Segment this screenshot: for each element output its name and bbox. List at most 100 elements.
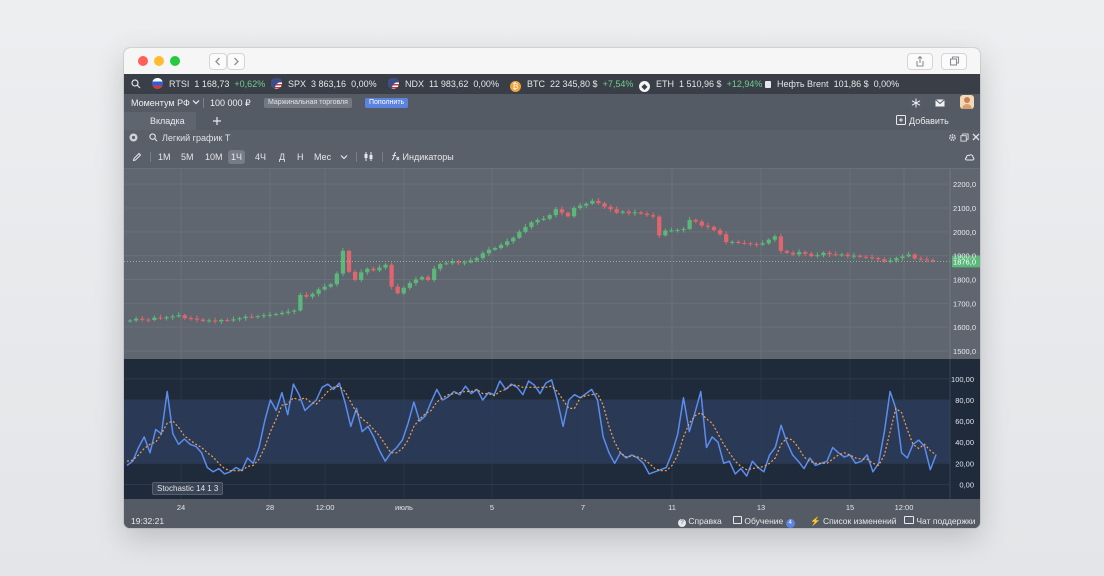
video-camera-icon <box>733 516 742 524</box>
title-bar <box>124 48 980 75</box>
time-tick-label: 12:00 <box>895 503 914 512</box>
search-icon[interactable] <box>131 79 141 89</box>
interval-week[interactable]: Н <box>297 152 304 162</box>
minimize-window-button[interactable] <box>154 56 164 66</box>
stoch-tick-label: 80,00 <box>955 396 974 405</box>
zoom-window-button[interactable] <box>170 56 180 66</box>
training-badge: 4 <box>785 519 795 528</box>
candle <box>693 219 698 222</box>
add-tab-icon[interactable] <box>212 116 222 126</box>
candle <box>304 294 309 297</box>
candle <box>365 268 370 273</box>
instrument-search-input[interactable]: Легкий график T <box>162 133 231 143</box>
candle <box>578 205 583 208</box>
close-icon[interactable] <box>972 133 980 141</box>
price-tick-label: 2200,0 <box>953 180 976 189</box>
candle <box>717 230 723 235</box>
pencil-icon[interactable] <box>132 152 142 162</box>
popout-icon[interactable] <box>960 133 969 142</box>
candle <box>371 268 376 271</box>
candle <box>486 249 492 254</box>
candle <box>298 294 303 311</box>
candle <box>389 264 394 287</box>
changelog-link[interactable]: ⚡ Список изменений <box>810 514 896 528</box>
ticker-value: 1 168,73 <box>194 79 230 89</box>
interval-5m[interactable]: 5M <box>181 152 194 162</box>
ticker-value: 11 983,62 <box>429 79 469 89</box>
candle <box>523 227 528 232</box>
function-icon <box>391 152 400 161</box>
ticker-change: +7,54% <box>602 79 634 89</box>
close-window-button[interactable] <box>138 56 148 66</box>
candle <box>474 258 479 261</box>
ticker-strip: RTSI 1 168,73 +0,62% SPX 3 863,16 0,00% … <box>124 74 980 94</box>
cloud-icon[interactable] <box>964 152 975 161</box>
tab-vkladka[interactable]: Вкладка <box>124 112 196 130</box>
candle <box>699 221 704 226</box>
candle <box>425 277 431 280</box>
interval-1m[interactable]: 1M <box>158 152 171 162</box>
tabs-bar: Вкладка Добавить виджет <box>124 112 980 144</box>
indicators-button[interactable]: Индикаторы <box>387 150 457 164</box>
mail-icon[interactable] <box>935 99 945 107</box>
chart-area[interactable]: 1876,0 2200,0 2100,0 2000,0 1900,0 1800,0 170… <box>124 169 980 514</box>
candle <box>316 289 321 294</box>
help-label: Справка <box>688 516 722 526</box>
candle <box>870 257 875 259</box>
interval-1h[interactable]: 1Ч <box>228 150 246 164</box>
interval-day[interactable]: Д <box>279 152 286 162</box>
add-widget-button[interactable]: Добавить виджет <box>896 112 980 144</box>
candle <box>882 259 887 262</box>
candle <box>547 215 552 219</box>
candle <box>833 254 838 256</box>
ticker-item-rtsi[interactable]: RTSI 1 168,73 +0,62% <box>152 74 265 94</box>
candle <box>340 250 346 274</box>
account-selector[interactable]: Моментум РФ <box>131 94 200 112</box>
search-icon[interactable] <box>149 133 158 142</box>
interval-10m[interactable]: 10M <box>205 152 223 162</box>
candle <box>352 271 358 280</box>
forward-button[interactable] <box>227 53 245 70</box>
ticker-name: Нефть Brent <box>777 79 829 89</box>
candles-icon[interactable] <box>363 151 374 162</box>
gear-icon[interactable] <box>948 133 957 142</box>
snowflake-icon[interactable] <box>911 98 921 108</box>
candle <box>644 213 650 216</box>
support-chat-link[interactable]: Чат поддержки <box>904 514 976 528</box>
candle <box>383 264 388 268</box>
widget-link-icon[interactable] <box>129 133 138 142</box>
indicators-label: Индикаторы <box>402 152 454 162</box>
candle <box>310 293 315 297</box>
ticker-item-brent[interactable]: Нефть Brent 101,86 $ 0,00% <box>765 74 899 94</box>
candle <box>565 212 571 217</box>
candle <box>541 218 546 220</box>
topup-button[interactable]: Пополнить <box>365 98 409 108</box>
candle <box>906 254 911 257</box>
account-divider <box>203 98 204 108</box>
chevron-down-icon[interactable] <box>340 153 348 161</box>
share-button[interactable] <box>907 53 933 70</box>
interval-month[interactable]: Мес <box>314 152 332 162</box>
ticker-item-ndx[interactable]: NDX 11 983,62 0,00% <box>388 74 499 94</box>
training-link[interactable]: Обучение 4 <box>733 514 795 528</box>
candle <box>651 215 656 217</box>
back-button[interactable] <box>209 53 227 70</box>
ticker-item-eth[interactable]: ◆ ETH 1 510,96 $ +12,94% <box>639 74 762 94</box>
price-tick-label: 1700,0 <box>953 299 976 308</box>
time-tick-label: 11 <box>668 503 676 512</box>
candle <box>164 317 169 319</box>
candle <box>468 260 473 263</box>
candle <box>559 209 565 213</box>
stoch-tick-label: 60,00 <box>955 417 974 426</box>
interval-4h[interactable]: 4Ч <box>255 152 267 162</box>
candle <box>766 239 771 244</box>
new-window-button[interactable] <box>941 53 967 70</box>
ticker-item-spx[interactable]: SPX 3 863,16 0,00% <box>271 74 377 94</box>
candle <box>687 219 692 229</box>
candle <box>255 316 260 318</box>
help-link[interactable]: ? Справка <box>678 514 722 528</box>
share-icon <box>916 55 924 67</box>
avatar[interactable] <box>960 95 974 109</box>
indicator-label[interactable]: Stochastic 14 1 3 <box>152 482 224 495</box>
ticker-item-btc[interactable]: ₿ BTC 22 345,80 $ +7,54% <box>510 74 633 94</box>
